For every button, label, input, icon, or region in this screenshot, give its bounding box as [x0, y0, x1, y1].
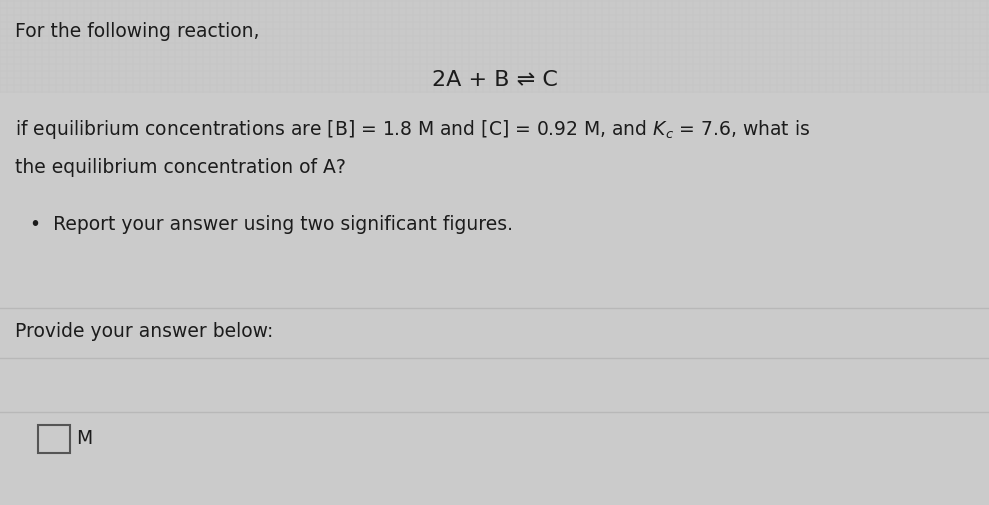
Text: •  Report your answer using two significant figures.: • Report your answer using two significa…	[30, 215, 513, 234]
Bar	[0, 93, 989, 505]
Text: 2A + B ⇌ C: 2A + B ⇌ C	[431, 70, 558, 90]
Text: For the following reaction,: For the following reaction,	[15, 22, 259, 41]
Text: the equilibrium concentration of A?: the equilibrium concentration of A?	[15, 158, 346, 177]
Text: M: M	[76, 429, 92, 448]
Text: Provide your answer below:: Provide your answer below:	[15, 322, 273, 341]
Text: if equilibrium concentrations are [B] = 1.8 M and [C] = 0.92 M, and $K_c$ = 7.6,: if equilibrium concentrations are [B] = …	[15, 118, 810, 141]
Bar	[38, 425, 70, 453]
